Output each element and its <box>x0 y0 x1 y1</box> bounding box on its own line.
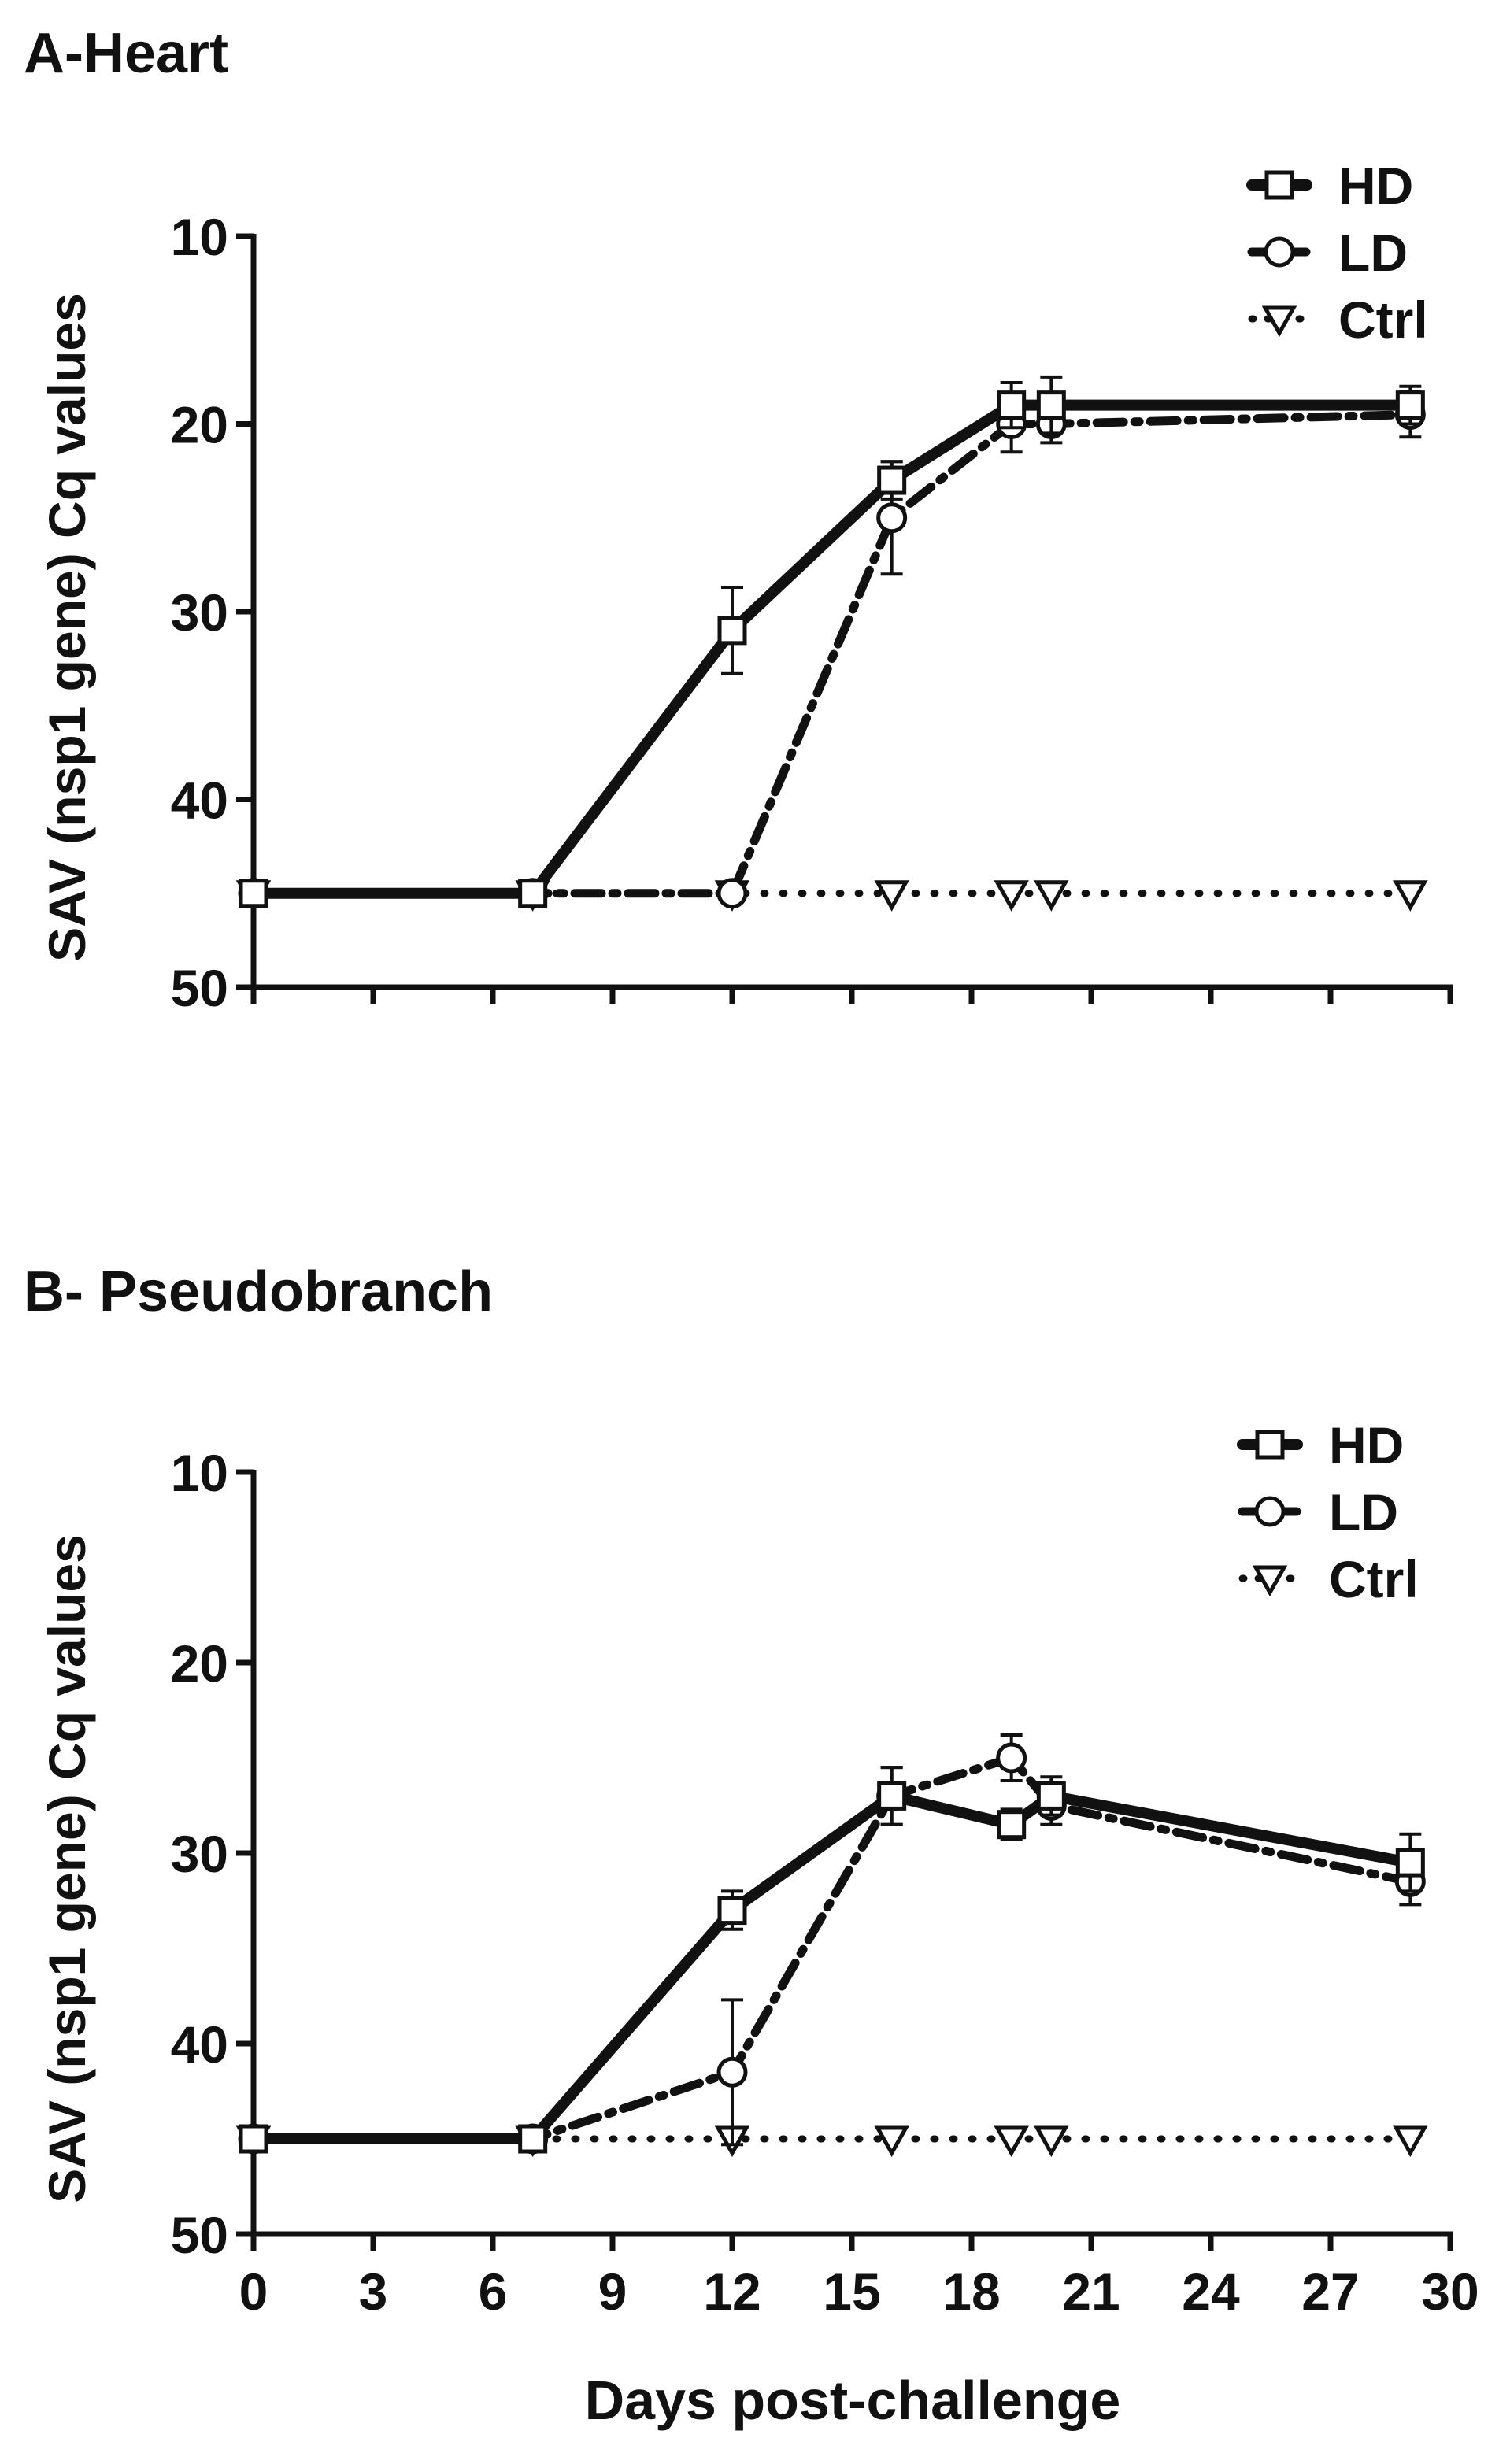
x-tick-label: 6 <box>479 2262 508 2321</box>
data-point <box>1036 1781 1066 1811</box>
legend-label: Ctrl <box>1338 290 1428 349</box>
legend-marker <box>1264 236 1295 268</box>
y-tick-label: 30 <box>171 1825 228 1883</box>
series-line <box>249 410 1415 898</box>
x-tick-label: 21 <box>1062 2262 1120 2321</box>
series-line <box>248 399 1416 899</box>
data-point <box>874 2125 909 2158</box>
legend-label: HD <box>1338 157 1413 215</box>
series-hd <box>239 1766 1425 2154</box>
y-tick-label: 50 <box>171 2206 228 2264</box>
data-point <box>877 1781 907 1811</box>
y-tick-label: 20 <box>171 396 228 454</box>
data-point <box>996 1742 1027 1774</box>
x-tick-label: 0 <box>239 2262 268 2321</box>
y-tick-label: 40 <box>171 2015 228 2074</box>
y-tick-label: 40 <box>171 771 228 830</box>
panel-a-heart: A-Heart SAV (nsp1 gene) Cq values 10 20 30 40… <box>24 22 1453 1017</box>
data-point <box>239 879 268 908</box>
x-axis-label: Days post-challenge <box>585 2370 1121 2431</box>
data-point <box>717 616 747 646</box>
data-point <box>1393 2125 1428 2158</box>
data-point <box>877 465 907 495</box>
data-point <box>518 879 548 908</box>
data-point <box>874 880 909 912</box>
data-point <box>1034 2125 1069 2158</box>
x-tick-label: 24 <box>1182 2262 1240 2321</box>
legend-marker <box>1254 1496 1286 1527</box>
data-point <box>876 502 908 534</box>
x-tick-label: 12 <box>703 2262 761 2321</box>
x-tick-label: 27 <box>1301 2262 1359 2321</box>
y-tick-label: 30 <box>171 583 228 642</box>
series-ld <box>238 390 1426 909</box>
series-line <box>249 1753 1415 2144</box>
panel-b-pseudobranch: B- Pseudobranch SAV (nsp1 gene) Cq values… <box>24 1260 1479 2321</box>
legend-marker <box>1261 305 1297 338</box>
data-point <box>1395 1848 1425 1878</box>
x-tick-label: 3 <box>359 2262 388 2321</box>
y-tick-label: 20 <box>171 1634 228 1693</box>
legend-label: LD <box>1329 1483 1398 1541</box>
legend-marker <box>1255 1430 1285 1460</box>
x-tick-label: 9 <box>598 2262 627 2321</box>
data-point <box>518 2124 548 2154</box>
data-point <box>717 1896 747 1926</box>
legend-label: LD <box>1338 224 1408 282</box>
data-point <box>716 878 748 909</box>
data-point <box>997 1810 1027 1840</box>
legend: HD LD Ctrl <box>1246 157 1428 349</box>
legend-marker <box>1252 1565 1288 1597</box>
y-axis-label: SAV (nsp1 gene) Cq values <box>38 293 96 962</box>
data-point <box>1393 880 1428 912</box>
panel-title: A-Heart <box>24 22 228 85</box>
panel-title: B- Pseudobranch <box>24 1260 493 1323</box>
data-point <box>1395 390 1425 420</box>
series-hd <box>239 375 1425 908</box>
y-tick-label: 50 <box>171 959 228 1017</box>
data-point <box>997 390 1027 420</box>
legend: HD LD Ctrl <box>1237 1416 1419 1608</box>
data-point <box>716 2056 748 2088</box>
data-point <box>1034 880 1069 912</box>
y-tick-label: 10 <box>171 1444 228 1502</box>
legend-marker <box>1264 170 1294 200</box>
y-tick-label: 10 <box>171 208 228 266</box>
legend-label: HD <box>1329 1416 1404 1474</box>
data-point <box>994 880 1029 912</box>
x-tick-label: 15 <box>823 2262 880 2321</box>
data-point <box>994 2125 1029 2158</box>
legend-label: Ctrl <box>1329 1550 1419 1608</box>
data-point <box>239 2124 268 2154</box>
y-axis-label: SAV (nsp1 gene) Cq values <box>38 1534 96 2203</box>
x-tick-label: 18 <box>942 2262 1000 2321</box>
data-point <box>1036 390 1066 420</box>
x-tick-label: 30 <box>1421 2262 1479 2321</box>
series-ld <box>238 1733 1426 2155</box>
